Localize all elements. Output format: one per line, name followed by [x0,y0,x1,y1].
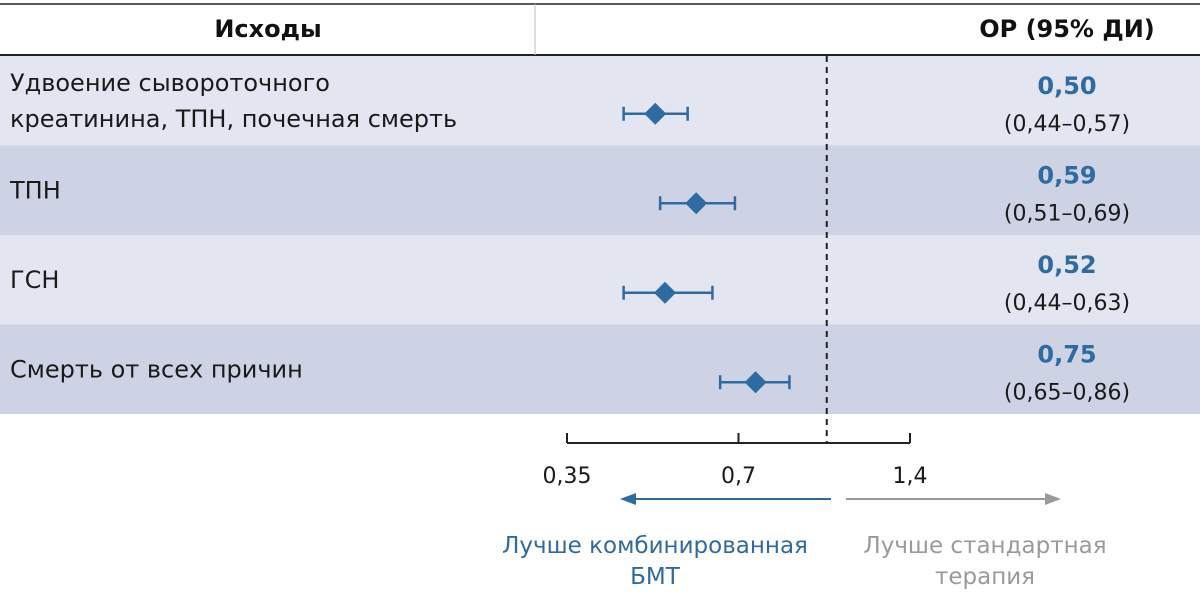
x-axis: 0,35 0,7 1,4 [543,433,928,489]
row-labels: Удвоение сывороточного креатинина, ТПН, п… [9,69,457,384]
table-rules [0,3,1200,56]
tick-label: 0,35 [543,464,592,489]
row-backgrounds [0,56,1200,414]
direction-left-label: БМТ [630,564,681,590]
outcome-label: ТПН [9,176,61,204]
arrow-left-head [620,493,636,505]
outcome-label: Удвоение сывороточного [10,69,330,97]
outcome-label: ГСН [10,266,59,294]
estimate-diamond [653,281,676,304]
row-background [0,56,1200,146]
estimate-diamond [744,371,767,394]
estimate-diamond [685,192,708,215]
direction-left-label: Лучше комбинированная [502,533,808,559]
tick-label: 1,4 [893,464,928,489]
ci-value: (0,44–0,57) [1004,112,1130,137]
direction-labels: Лучше комбинированная БМТ Лучше стандартна… [502,493,1107,590]
estimate-value: 0,50 [1037,72,1096,100]
estimate-value: 0,75 [1037,340,1096,368]
header-outcomes: Исходы [214,15,321,43]
estimate-value: 0,59 [1037,161,1096,189]
ci-value: (0,44–0,63) [1004,291,1130,316]
row-background [0,145,1200,235]
direction-right-label: терапия [935,564,1035,590]
row-background [0,324,1200,414]
direction-right-label: Лучше стандартная [863,533,1106,559]
outcome-label: креатинина, ТПН, почечная смерть [10,105,457,133]
outcome-label: Смерть от всех причин [10,355,303,383]
ci-value: (0,65–0,86) [1004,380,1130,405]
arrow-right-head [1045,493,1061,505]
ci-value: (0,51–0,69) [1004,201,1130,226]
estimate-marks [622,56,828,443]
estimate-values: 0,50 (0,44–0,57) 0,59 (0,51–0,69) 0,52 (0,44–… [1004,72,1130,406]
estimate-value: 0,52 [1037,251,1096,279]
tick-label: 0,7 [721,464,756,489]
header-hr-ci: ОР (95% ДИ) [979,15,1155,43]
row-background [0,235,1200,325]
estimate-diamond [644,102,667,125]
